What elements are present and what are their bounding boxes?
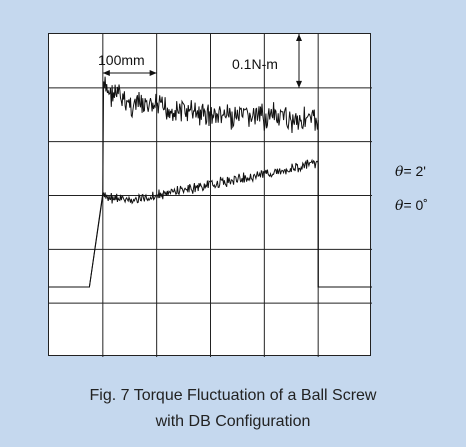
y-arrow-head-bottom [296,80,302,88]
figure-caption: Fig. 7 Torque Fluctuation of a Ball Scre… [0,383,466,435]
torque-traces [49,76,372,288]
scale-x-label: 100mm [98,52,145,68]
legend-theta-2: θ= 2' [395,163,426,180]
series-line-0 [49,76,372,288]
legend-label-2: = 2' [403,163,426,179]
torque-chart [49,34,372,357]
legend-label-0: = 0˚ [403,197,428,213]
caption-line-1: Fig. 7 Torque Fluctuation of a Ball Scre… [89,387,377,404]
theta-symbol: θ [395,198,404,214]
series-line-1 [49,158,372,288]
grid-lines [49,34,372,357]
x-arrow-head-left [102,70,110,76]
plot-area [48,33,372,357]
x-arrow-head-right [149,70,157,76]
y-arrow-head-top [296,34,302,41]
theta-symbol: θ [395,164,404,180]
caption-line-2: with DB Configuration [155,413,311,430]
scale-y-label: 0.1N-m [232,56,278,72]
scale-annotations [102,34,302,88]
legend-theta-0: θ= 0˚ [395,197,428,214]
